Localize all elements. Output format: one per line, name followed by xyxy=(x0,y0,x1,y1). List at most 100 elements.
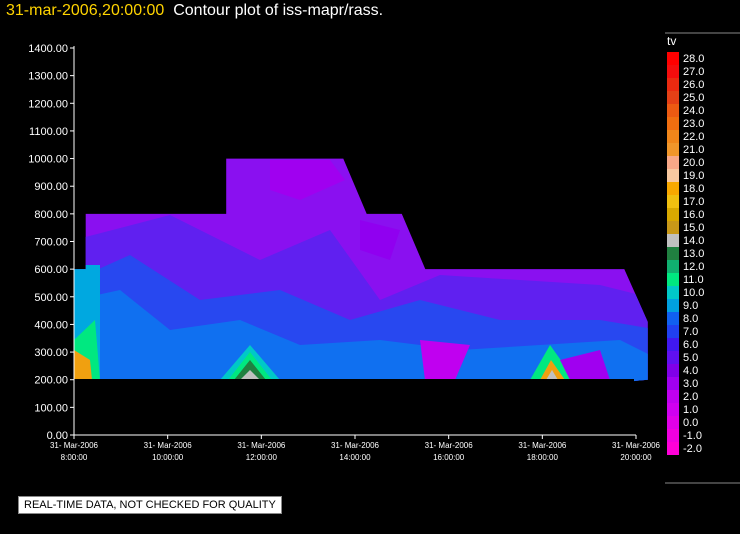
x-tick-time: 20:00:00 xyxy=(620,453,652,462)
legend-swatch xyxy=(667,429,679,442)
legend-swatch xyxy=(667,143,679,156)
legend-level-label: 20.0 xyxy=(683,157,704,169)
legend-swatch xyxy=(667,286,679,299)
legend-swatch xyxy=(667,91,679,104)
x-tick-time: 10:00:00 xyxy=(152,453,184,462)
x-tick-date: 31- Mar-2006 xyxy=(144,441,193,450)
legend-level-label: 13.0 xyxy=(683,248,704,260)
legend-level-label: 24.0 xyxy=(683,105,704,117)
legend-level-label: 9.0 xyxy=(683,300,698,312)
legend-swatch xyxy=(667,169,679,182)
legend-level-label: 25.0 xyxy=(683,92,704,104)
y-tick-label: 900.00 xyxy=(34,181,68,193)
legend-swatch xyxy=(667,403,679,416)
legend-swatch xyxy=(667,390,679,403)
legend-swatch xyxy=(667,338,679,351)
axes: 0.00 100.00 200.00 300.00 400.00 500.00 600.00… xyxy=(28,43,660,462)
legend-swatch xyxy=(667,364,679,377)
x-tick-date: 31- Mar-2006 xyxy=(50,441,99,450)
legend-swatch xyxy=(667,416,679,429)
below-data-mask xyxy=(74,379,634,435)
legend-swatch xyxy=(667,78,679,91)
legend-swatch xyxy=(667,130,679,143)
legend-level-label: 27.0 xyxy=(683,66,704,78)
legend-level-label: 28.0 xyxy=(683,53,704,65)
contour-band xyxy=(420,340,470,380)
y-tick-label: 1200.00 xyxy=(28,98,68,110)
contour-band xyxy=(360,220,400,260)
legend-level-label: 15.0 xyxy=(683,222,704,234)
legend-level-label: 6.0 xyxy=(683,339,698,351)
x-tick-time: 18:00:00 xyxy=(527,453,559,462)
legend-swatch xyxy=(667,299,679,312)
legend-swatch xyxy=(667,104,679,117)
legend-level-label: 8.0 xyxy=(683,313,698,325)
legend-level-label: 22.0 xyxy=(683,131,704,143)
legend-title: tv xyxy=(667,34,676,48)
legend-level-label: 17.0 xyxy=(683,196,704,208)
y-tick-label: 1400.00 xyxy=(28,43,68,55)
legend-swatch xyxy=(667,325,679,338)
legend-swatch xyxy=(667,234,679,247)
legend-swatch xyxy=(667,273,679,286)
x-tick-time: 14:00:00 xyxy=(339,453,371,462)
legend-swatch xyxy=(667,247,679,260)
timestamp: 31-mar-2006,20:00:00 xyxy=(6,2,165,19)
y-tick-label: 400.00 xyxy=(34,319,68,331)
legend-level-label: 21.0 xyxy=(683,144,704,156)
y-tick-label: 700.00 xyxy=(34,237,68,249)
legend-level-label: 2.0 xyxy=(683,391,698,403)
y-tick-label: 600.00 xyxy=(34,264,68,276)
legend-level-label: 16.0 xyxy=(683,209,704,221)
legend-swatch xyxy=(667,52,679,65)
legend-swatch xyxy=(667,117,679,130)
x-tick-date: 31- Mar-2006 xyxy=(331,441,380,450)
legend-level-label: 19.0 xyxy=(683,170,704,182)
legend-swatch xyxy=(667,208,679,221)
legend-swatch xyxy=(667,260,679,273)
legend-level-label: 10.0 xyxy=(683,287,704,299)
y-tick-label: 500.00 xyxy=(34,292,68,304)
legend-level-label: 23.0 xyxy=(683,118,704,130)
legend-swatch xyxy=(667,156,679,169)
y-tick-label: 1100.00 xyxy=(29,126,68,138)
legend-level-label: 3.0 xyxy=(683,378,698,390)
legend-level-label: 14.0 xyxy=(683,235,704,247)
legend-swatch xyxy=(667,221,679,234)
contour-band xyxy=(560,350,610,380)
legend: tv 28.027.026.025.024.023.022.021.020.019… xyxy=(665,32,740,484)
legend-level-label: 0.0 xyxy=(683,417,698,429)
y-tick-label: 100.00 xyxy=(34,402,68,414)
legend-level-label: 4.0 xyxy=(683,365,698,377)
legend-swatch xyxy=(667,65,679,78)
legend-swatch xyxy=(667,351,679,364)
legend-level-label: 12.0 xyxy=(683,261,704,273)
legend-swatch xyxy=(667,195,679,208)
legend-level-label: 5.0 xyxy=(683,352,698,364)
x-tick-date: 31- Mar-2006 xyxy=(237,441,286,450)
legend-level-label: 1.0 xyxy=(683,404,698,416)
legend-swatch xyxy=(667,377,679,390)
contour-band xyxy=(546,370,558,380)
legend-level-label: 11.0 xyxy=(683,274,704,286)
legend-level-label: 7.0 xyxy=(683,326,698,338)
x-tick-time: 12:00:00 xyxy=(246,453,278,462)
chart-title-line: 31-mar-2006,20:00:00 Contour plot of iss… xyxy=(6,2,383,20)
y-tick-label: 1300.00 xyxy=(28,71,68,83)
legend-swatch xyxy=(667,442,679,455)
contour-band xyxy=(240,370,260,380)
x-tick-date: 31- Mar-2006 xyxy=(425,441,474,450)
legend-level-label: 26.0 xyxy=(683,79,704,91)
quality-note: REAL-TIME DATA, NOT CHECKED FOR QUALITY xyxy=(18,496,282,514)
x-tick-date: 31- Mar-2006 xyxy=(612,441,661,450)
y-tick-label: 200.00 xyxy=(34,375,68,387)
contour-band xyxy=(74,350,92,380)
y-tick-label: 1000.00 xyxy=(28,154,68,166)
y-tick-label: 300.00 xyxy=(34,347,68,359)
legend-swatch xyxy=(667,182,679,195)
contour-band xyxy=(540,360,565,380)
x-tick-date: 31- Mar-2006 xyxy=(518,441,567,450)
legend-level-label: 18.0 xyxy=(683,183,704,195)
legend-swatch xyxy=(667,312,679,325)
